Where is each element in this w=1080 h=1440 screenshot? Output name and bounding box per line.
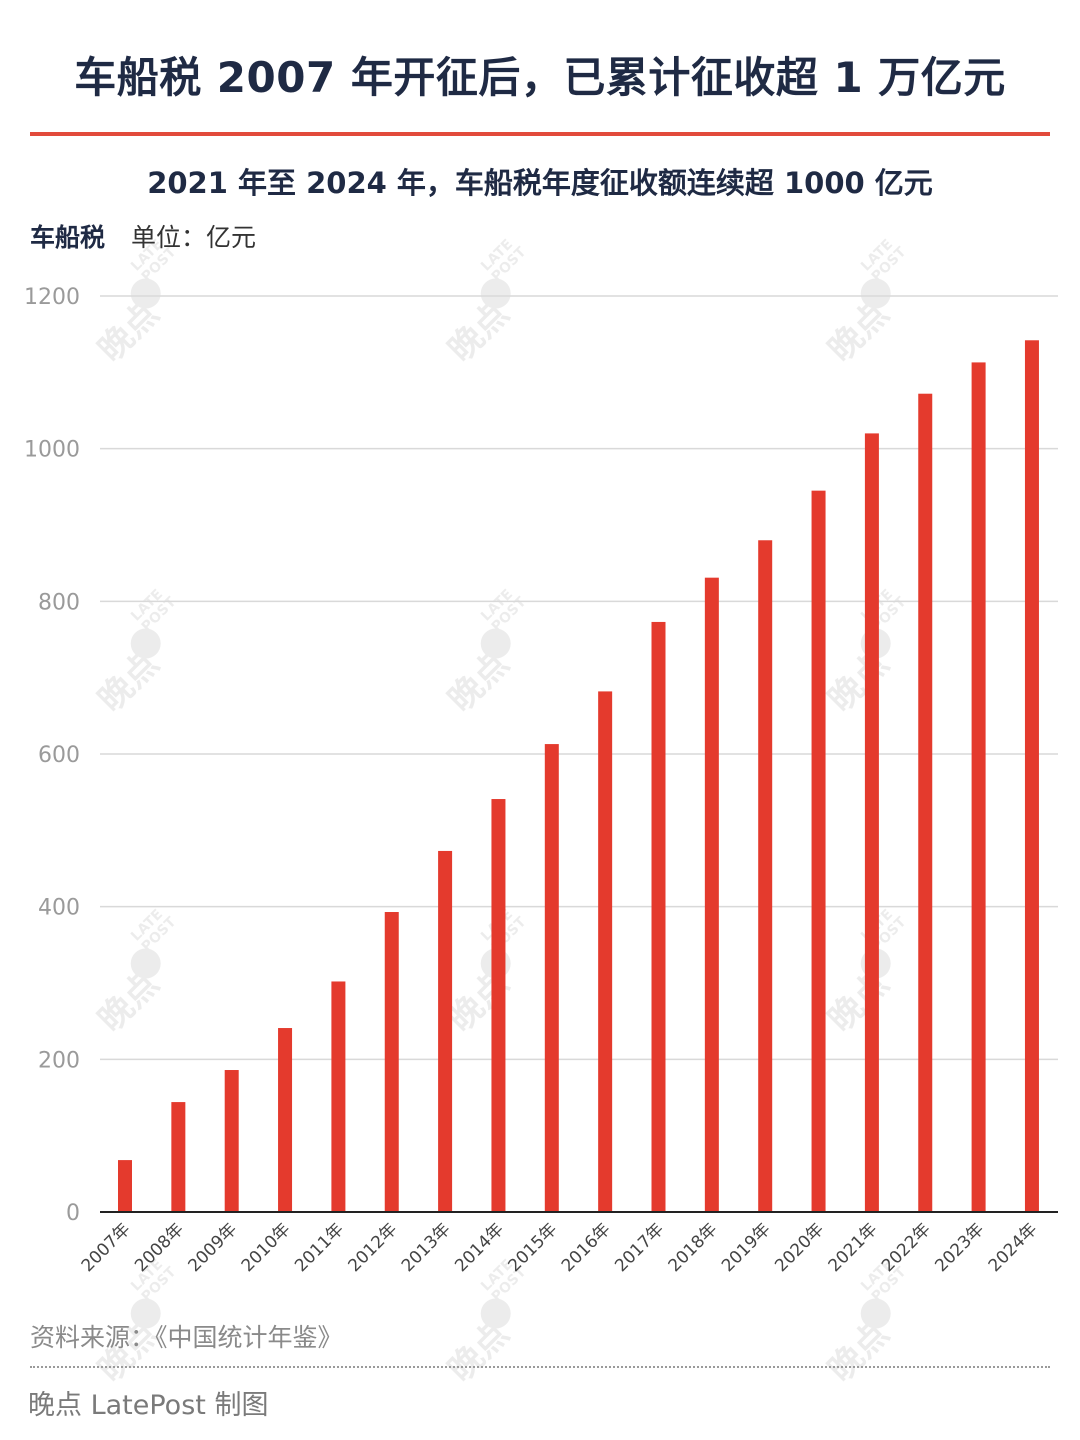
- x-tick-label: 2016年: [558, 1219, 615, 1276]
- series-label: 车船税: [30, 223, 106, 252]
- bar-2017年: [651, 621, 666, 1212]
- bar-2009年: [224, 1070, 239, 1212]
- y-tick-label: 200: [38, 1048, 80, 1073]
- page-title: 车船税 2007 年开征后，已累计征收超 1 万亿元: [74, 53, 1006, 102]
- x-tick-label: 2011年: [291, 1219, 348, 1276]
- bar-2012年: [384, 912, 399, 1212]
- bar-2021年: [864, 433, 879, 1212]
- source-note: 资料来源：《中国统计年鉴》: [30, 1323, 343, 1352]
- unit-row: 车船税 单位：亿元: [30, 218, 256, 254]
- y-tick-label: 600: [38, 743, 80, 768]
- y-tick-label: 1000: [24, 438, 80, 463]
- x-tick-label: 2008年: [131, 1219, 188, 1276]
- x-axis-ticks: 2007年2008年2009年2010年2011年2012年2013年2014年…: [78, 1219, 1042, 1276]
- bar-2010年: [278, 1028, 293, 1212]
- bar-2013年: [438, 850, 453, 1212]
- bar-2023年: [971, 362, 986, 1212]
- grid-lines: [100, 295, 1058, 1061]
- bar-2011年: [331, 981, 346, 1212]
- y-tick-label: 1200: [24, 285, 80, 310]
- bar-2008年: [171, 1102, 186, 1212]
- bars: [118, 340, 1039, 1213]
- bar-2007年: [118, 1160, 132, 1212]
- bar-2020年: [811, 490, 826, 1212]
- x-tick-label: 2012年: [345, 1219, 402, 1276]
- x-tick-label: 2022年: [878, 1219, 935, 1276]
- x-tick-label: 2014年: [451, 1219, 508, 1276]
- bar-2019年: [758, 540, 773, 1212]
- y-tick-label: 800: [38, 590, 80, 615]
- footer-divider: [30, 1366, 1050, 1368]
- bar-2015年: [544, 744, 559, 1212]
- bar-2024年: [1024, 340, 1039, 1213]
- x-tick-label: 2013年: [398, 1219, 455, 1276]
- unit-label: 单位：亿元: [130, 223, 256, 252]
- x-tick-label: 2007年: [78, 1219, 135, 1276]
- x-tick-label: 2020年: [771, 1219, 828, 1276]
- bar-2014年: [491, 799, 506, 1212]
- bar-2022年: [918, 393, 933, 1212]
- title-divider: [30, 132, 1050, 136]
- x-tick-label: 2021年: [825, 1219, 882, 1276]
- y-tick-label: 400: [38, 896, 80, 921]
- bar-2018年: [704, 577, 719, 1212]
- y-axis-ticks: 0 200 400 600 800 1000 1200: [24, 285, 80, 1226]
- x-tick-label: 2019年: [718, 1219, 775, 1276]
- x-tick-label: 2024年: [985, 1219, 1042, 1276]
- x-tick-label: 2010年: [238, 1219, 295, 1276]
- chart-subtitle: 2021 年至 2024 年，车船税年度征收额连续超 1000 亿元: [147, 166, 933, 200]
- x-tick-label: 2017年: [611, 1219, 668, 1276]
- x-tick-label: 2023年: [931, 1219, 988, 1276]
- y-tick-label: 0: [66, 1201, 80, 1226]
- x-tick-label: 2009年: [184, 1219, 241, 1276]
- x-tick-label: 2018年: [665, 1219, 722, 1276]
- x-tick-label: 2015年: [505, 1219, 562, 1276]
- bar-2016年: [598, 691, 613, 1212]
- credit-note: 晚点 LatePost 制图: [28, 1390, 269, 1421]
